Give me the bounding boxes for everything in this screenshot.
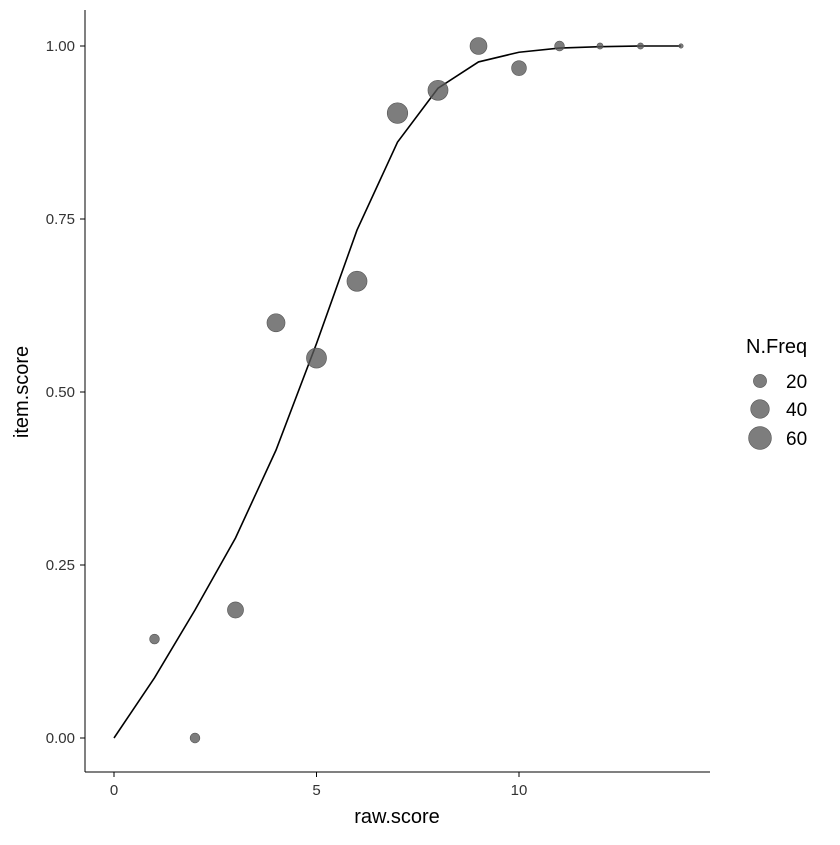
data-point (678, 43, 684, 49)
y-tick-label: 0.50 (46, 384, 75, 401)
data-point (266, 313, 286, 333)
y-tick-label: 0.00 (46, 730, 75, 747)
legend-label: 60 (786, 429, 807, 450)
data-point (346, 270, 368, 292)
data-point (596, 42, 604, 50)
y-axis-title: item.score (11, 346, 33, 438)
legend-title: N.Freq (746, 336, 807, 358)
fit-line-layer (113, 45, 681, 739)
data-point (469, 37, 488, 55)
legend-key (750, 399, 770, 419)
data-point (149, 633, 160, 645)
legend: N.Freq 20 40 60 (746, 336, 807, 450)
legend-key (753, 374, 767, 388)
points-layer (149, 37, 684, 744)
y-tick-label: 0.25 (46, 557, 75, 574)
legend-label: 20 (786, 372, 807, 393)
y-tick-label: 1.00 (46, 38, 75, 55)
data-point (189, 732, 201, 744)
legend-label: 40 (786, 400, 807, 421)
y-tick-label: 0.75 (46, 211, 75, 228)
data-point (554, 40, 565, 52)
x-tick-label: 0 (110, 782, 118, 799)
data-point (386, 102, 409, 124)
x-tick-label: 10 (511, 782, 528, 799)
data-point (637, 42, 644, 50)
x-tick-label: 5 (312, 782, 320, 799)
data-point (306, 347, 327, 369)
fit-line (113, 45, 681, 739)
legend-key (748, 426, 772, 450)
x-axis-title: raw.score (354, 806, 440, 828)
x-ticks: 0 5 10 (110, 772, 528, 799)
data-point (427, 79, 449, 101)
y-ticks: 0.00 0.25 0.50 0.75 1.00 (46, 38, 85, 747)
data-point (227, 601, 244, 619)
data-point (511, 60, 527, 76)
